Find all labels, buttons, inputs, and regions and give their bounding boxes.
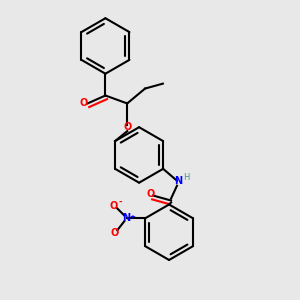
Text: +: + <box>129 214 135 220</box>
Text: N: N <box>174 176 182 186</box>
Text: O: O <box>123 122 131 132</box>
Text: O: O <box>146 189 154 199</box>
Text: O: O <box>110 228 118 238</box>
Text: N: N <box>122 213 130 224</box>
Text: H: H <box>183 173 189 182</box>
Text: -: - <box>118 198 122 207</box>
Text: O: O <box>109 202 118 212</box>
Text: O: O <box>80 98 88 108</box>
